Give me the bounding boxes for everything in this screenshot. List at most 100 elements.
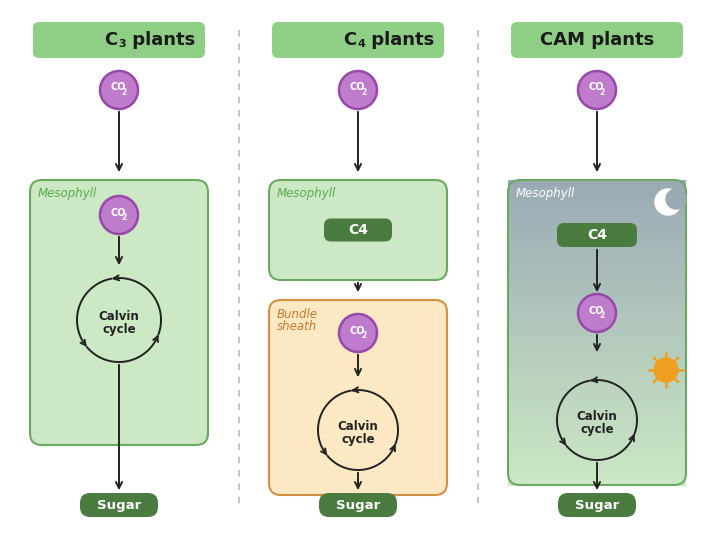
Text: C4: C4 — [587, 228, 607, 242]
Bar — [508, 374, 686, 379]
Bar — [508, 336, 686, 341]
Bar — [508, 416, 686, 421]
Bar — [508, 199, 686, 203]
Bar — [508, 481, 686, 485]
Text: plants: plants — [365, 31, 434, 49]
FancyBboxPatch shape — [269, 180, 447, 280]
Bar — [508, 344, 686, 348]
Bar — [508, 252, 686, 257]
Circle shape — [654, 358, 678, 382]
Bar — [508, 192, 686, 196]
Text: Sugar: Sugar — [336, 499, 380, 512]
Circle shape — [100, 196, 138, 234]
Bar — [508, 218, 686, 222]
Circle shape — [339, 71, 377, 109]
Bar — [508, 207, 686, 211]
Bar — [508, 210, 686, 215]
FancyBboxPatch shape — [33, 22, 205, 58]
Bar — [508, 325, 686, 329]
Bar — [508, 340, 686, 344]
Bar — [508, 272, 686, 276]
Bar — [508, 382, 686, 386]
Bar — [508, 294, 686, 299]
Bar — [508, 420, 686, 424]
Bar — [508, 329, 686, 333]
Text: 4: 4 — [357, 39, 365, 49]
Bar — [508, 184, 686, 188]
FancyBboxPatch shape — [30, 180, 208, 445]
Bar — [508, 222, 686, 226]
Text: plants: plants — [126, 31, 195, 49]
Bar — [508, 302, 686, 306]
Bar — [508, 245, 686, 249]
Bar — [508, 401, 686, 406]
FancyBboxPatch shape — [319, 493, 397, 517]
Bar — [508, 332, 686, 337]
Bar — [508, 413, 686, 417]
Text: cycle: cycle — [102, 323, 136, 336]
Bar — [508, 351, 686, 356]
Bar — [508, 386, 686, 390]
Bar — [508, 275, 686, 280]
Bar — [508, 447, 686, 451]
Bar — [508, 390, 686, 394]
Bar — [508, 283, 686, 287]
Text: 2: 2 — [600, 311, 605, 320]
Text: Sugar: Sugar — [97, 499, 141, 512]
Bar — [508, 443, 686, 448]
Text: Calvin: Calvin — [99, 309, 140, 322]
Text: CO: CO — [349, 325, 364, 336]
Text: sheath: sheath — [277, 320, 317, 332]
Circle shape — [655, 189, 681, 215]
FancyBboxPatch shape — [557, 223, 637, 247]
Bar — [508, 287, 686, 291]
Bar — [508, 317, 686, 322]
Text: Calvin: Calvin — [576, 409, 617, 422]
Text: Mesophyll: Mesophyll — [516, 188, 575, 201]
Bar — [508, 359, 686, 364]
Bar — [508, 226, 686, 230]
Bar — [508, 203, 686, 207]
Text: cycle: cycle — [342, 434, 374, 447]
Bar — [508, 439, 686, 443]
Bar — [508, 260, 686, 264]
Text: C: C — [104, 31, 117, 49]
Bar — [508, 466, 686, 470]
Bar — [508, 378, 686, 383]
FancyBboxPatch shape — [324, 218, 392, 242]
Text: CO: CO — [110, 208, 126, 217]
Bar — [508, 241, 686, 245]
Text: Sugar: Sugar — [575, 499, 619, 512]
Text: 2: 2 — [122, 213, 127, 222]
Bar — [508, 451, 686, 455]
Circle shape — [339, 314, 377, 352]
Bar — [508, 356, 686, 360]
FancyBboxPatch shape — [558, 493, 636, 517]
Bar — [508, 268, 686, 272]
Text: Mesophyll: Mesophyll — [38, 188, 97, 201]
Bar — [508, 409, 686, 413]
Bar — [508, 363, 686, 367]
Bar — [508, 310, 686, 314]
Bar — [508, 458, 686, 463]
Bar — [508, 397, 686, 402]
Bar — [508, 279, 686, 284]
Bar — [508, 230, 686, 234]
Bar — [508, 428, 686, 432]
Bar — [508, 348, 686, 352]
Bar — [508, 180, 686, 185]
Text: cycle: cycle — [580, 423, 614, 436]
Circle shape — [100, 71, 138, 109]
Circle shape — [666, 189, 686, 209]
FancyBboxPatch shape — [80, 493, 158, 517]
Bar — [508, 470, 686, 474]
Bar — [508, 321, 686, 325]
Bar — [508, 214, 686, 218]
Bar — [508, 367, 686, 371]
Bar — [508, 473, 686, 478]
FancyBboxPatch shape — [272, 22, 444, 58]
Text: 3: 3 — [118, 39, 125, 49]
Text: Bundle: Bundle — [277, 308, 318, 321]
Circle shape — [578, 294, 616, 332]
Text: CO: CO — [589, 306, 604, 315]
